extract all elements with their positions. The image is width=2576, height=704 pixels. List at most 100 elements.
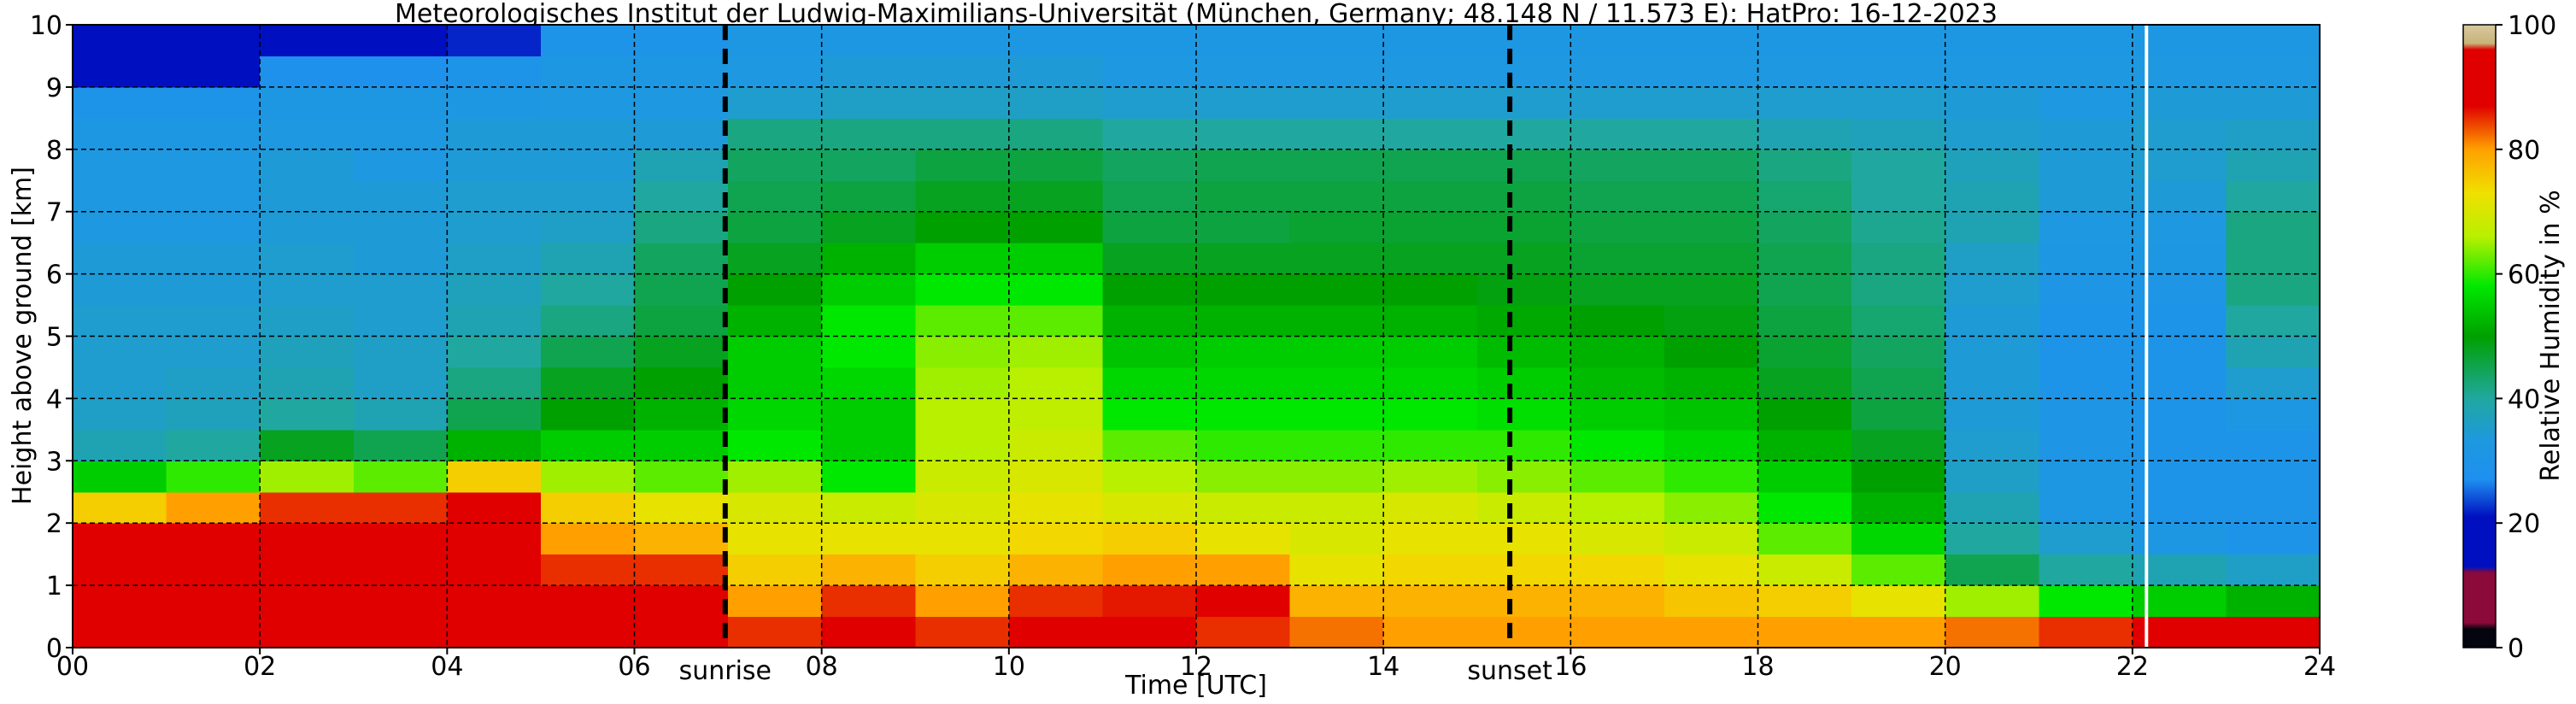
- heatmap-cell: [1383, 273, 1478, 306]
- heatmap-cell: [1008, 585, 1103, 618]
- x-tick-label: 18: [1741, 652, 1774, 682]
- heatmap-cell: [1102, 243, 1197, 275]
- heatmap-cell: [1383, 367, 1478, 399]
- marker-label: sunset: [1467, 656, 1552, 686]
- heatmap-cell: [260, 86, 355, 119]
- heatmap-cell: [260, 243, 355, 275]
- heatmap-cell: [1570, 523, 1665, 555]
- heatmap-cell: [1196, 523, 1291, 555]
- heatmap-cell: [1945, 305, 2039, 337]
- heatmap-cell: [260, 461, 355, 493]
- heatmap-cell: [1102, 367, 1197, 399]
- heatmap-cell: [166, 336, 261, 368]
- heatmap-cell: [1383, 616, 1478, 648]
- heatmap-cell: [1196, 86, 1291, 119]
- heatmap-cell: [915, 336, 1010, 368]
- heatmap-cell: [73, 585, 167, 618]
- y-tick-label: 5: [46, 323, 62, 353]
- heatmap-cell: [260, 429, 355, 461]
- heatmap-cell: [260, 211, 355, 243]
- heatmap-cell: [1851, 305, 1946, 337]
- heatmap-cell: [260, 149, 355, 181]
- heatmap-cell: [1008, 211, 1103, 243]
- heatmap-cell: [1102, 429, 1197, 461]
- heatmap-cell: [353, 491, 448, 524]
- y-tick-label: 3: [46, 447, 62, 477]
- heatmap-cell: [447, 523, 542, 555]
- y-tick-label: 4: [46, 384, 62, 414]
- x-tick-label: 24: [2303, 652, 2336, 682]
- heatmap-cell: [166, 180, 261, 213]
- heatmap-cell: [1664, 585, 1758, 618]
- heatmap-cell: [540, 398, 635, 431]
- heatmap-cell: [1383, 429, 1478, 461]
- heatmap-cell: [166, 585, 261, 618]
- heatmap-cell: [1476, 180, 1571, 213]
- heatmap-cell: [1289, 554, 1384, 586]
- y-tick-label: 9: [46, 73, 62, 103]
- heatmap-cell: [821, 398, 916, 431]
- heatmap-cell: [353, 118, 448, 150]
- heatmap-cell: [166, 243, 261, 275]
- heatmap-cell: [821, 429, 916, 461]
- heatmap-cell: [447, 56, 542, 88]
- heatmap-cell: [1664, 398, 1758, 431]
- colorbar-tick-label: 0: [2508, 634, 2524, 664]
- heatmap-cell: [1664, 336, 1758, 368]
- heatmap-cell: [1757, 554, 1852, 586]
- heatmap-cell: [634, 305, 729, 337]
- heatmap-cell: [260, 56, 355, 88]
- heatmap-cell: [73, 56, 167, 88]
- y-tick-label: 6: [46, 261, 62, 290]
- heatmap-cell: [1008, 398, 1103, 431]
- heatmap-cell: [1757, 56, 1852, 88]
- heatmap-cell: [2226, 398, 2321, 431]
- heatmap-cell: [1945, 243, 2039, 275]
- heatmap-cell: [1570, 211, 1665, 243]
- heatmap-cell: [1851, 585, 1946, 618]
- heatmap-cell: [1289, 336, 1384, 368]
- heatmap-cell: [353, 86, 448, 119]
- heatmap-cell: [821, 616, 916, 648]
- heatmap-cell: [73, 86, 167, 119]
- heatmap-cell: [728, 336, 823, 368]
- heatmap-cell: [915, 616, 1010, 648]
- heatmap-cell: [260, 273, 355, 306]
- heatmap-cell: [634, 336, 729, 368]
- heatmap-cell: [1102, 211, 1197, 243]
- heatmap-cell: [2039, 523, 2133, 555]
- heatmap-cell: [821, 554, 916, 586]
- heatmap-cell: [540, 367, 635, 399]
- heatmap-cell: [260, 523, 355, 555]
- heatmap-cell: [2039, 180, 2133, 213]
- heatmap-cell: [1851, 429, 1946, 461]
- heatmap-cell: [540, 243, 635, 275]
- heatmap-cell: [447, 243, 542, 275]
- heatmap-cell: [915, 523, 1010, 555]
- heatmap-cell: [634, 461, 729, 493]
- heatmap-cell: [166, 25, 261, 56]
- heatmap-cell: [1945, 523, 2039, 555]
- heatmap-cell: [1476, 25, 1571, 56]
- heatmap-cell: [353, 523, 448, 555]
- heatmap-cell: [728, 243, 823, 275]
- heatmap-cell: [353, 305, 448, 337]
- heatmap-cell: [1664, 461, 1758, 493]
- heatmap-cell: [728, 305, 823, 337]
- heatmap-cell: [2039, 554, 2133, 586]
- heatmap-cell: [540, 461, 635, 493]
- heatmap-cell: [1196, 367, 1291, 399]
- heatmap-cell: [915, 305, 1010, 337]
- heatmap-cell: [728, 554, 823, 586]
- heatmap-cell: [1570, 180, 1665, 213]
- heatmap-cell: [73, 118, 167, 150]
- heatmap-cell: [353, 211, 448, 243]
- heatmap-cell: [1570, 491, 1665, 524]
- heatmap-cell: [821, 25, 916, 56]
- heatmap-cell: [1664, 554, 1758, 586]
- heatmap-cell: [260, 180, 355, 213]
- heatmap-cell: [1008, 336, 1103, 368]
- heatmap-cell: [260, 585, 355, 618]
- heatmap-cell: [728, 491, 823, 524]
- heatmap-cell: [634, 86, 729, 119]
